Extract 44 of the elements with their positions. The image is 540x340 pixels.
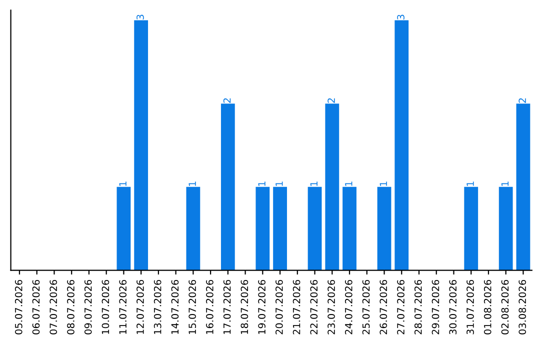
x-tick-label: 26.07.2026: [380, 280, 388, 334]
x-tick-label: 11.07.2026: [119, 280, 127, 334]
x-tick-label: 10.07.2026: [102, 280, 110, 334]
x-tick-label: 22.07.2026: [310, 280, 318, 334]
x-tick-label: 15.07.2026: [188, 280, 196, 334]
data-label: 1: [466, 182, 474, 186]
data-label: 1: [380, 182, 387, 186]
x-tick-label: 24.07.2026: [344, 280, 352, 334]
x-tick-label: 31.07.2026: [466, 280, 474, 334]
data-label: 1: [276, 182, 283, 186]
x-tick-label: 17.07.2026: [223, 280, 231, 334]
data-label: 1: [258, 182, 266, 186]
x-tick-label: 21.07.2026: [292, 280, 300, 334]
x-tick-label: 08.07.2026: [67, 280, 74, 334]
x-tick-label: 14.07.2026: [171, 280, 179, 334]
x-tick-label: 19.07.2026: [258, 280, 266, 334]
x-tick-label: 03.08.2026: [518, 280, 526, 334]
x-tick-label: 07.07.2026: [50, 280, 58, 334]
x-tick-label: 12.07.2026: [136, 280, 144, 334]
x-tick-label: 23.07.2026: [328, 280, 335, 334]
data-label: 2: [328, 98, 335, 103]
x-tick-label: 28.07.2026: [414, 280, 422, 334]
data-label: 1: [310, 182, 318, 186]
x-tick-label: 16.07.2026: [206, 280, 214, 334]
x-tick-label: 02.08.2026: [501, 280, 509, 334]
x-tick-label: 20.07.2026: [276, 280, 283, 334]
x-tick-label: 06.07.2026: [32, 280, 40, 334]
x-tick-label: 13.07.2026: [154, 280, 162, 334]
data-label: 2: [518, 98, 526, 103]
data-label: 2: [223, 98, 231, 103]
data-label: 1: [345, 182, 352, 186]
data-label: 1: [501, 182, 509, 186]
x-tick-label: 30.07.2026: [449, 280, 457, 334]
x-tick-label: 05.07.2026: [14, 280, 22, 334]
x-tick-label: 18.07.2026: [240, 280, 248, 334]
data-label: 1: [119, 182, 126, 186]
x-tick-label: 25.07.2026: [362, 280, 370, 334]
data-label: 3: [397, 14, 404, 20]
x-tick-label: 09.07.2026: [84, 280, 92, 334]
x-tick-label: 27.07.2026: [397, 280, 404, 334]
data-label: 3: [136, 14, 144, 20]
x-tick-label: 01.08.2026: [484, 280, 492, 334]
data-label: 1: [188, 182, 196, 186]
x-tick-label: 29.07.2026: [432, 280, 440, 334]
